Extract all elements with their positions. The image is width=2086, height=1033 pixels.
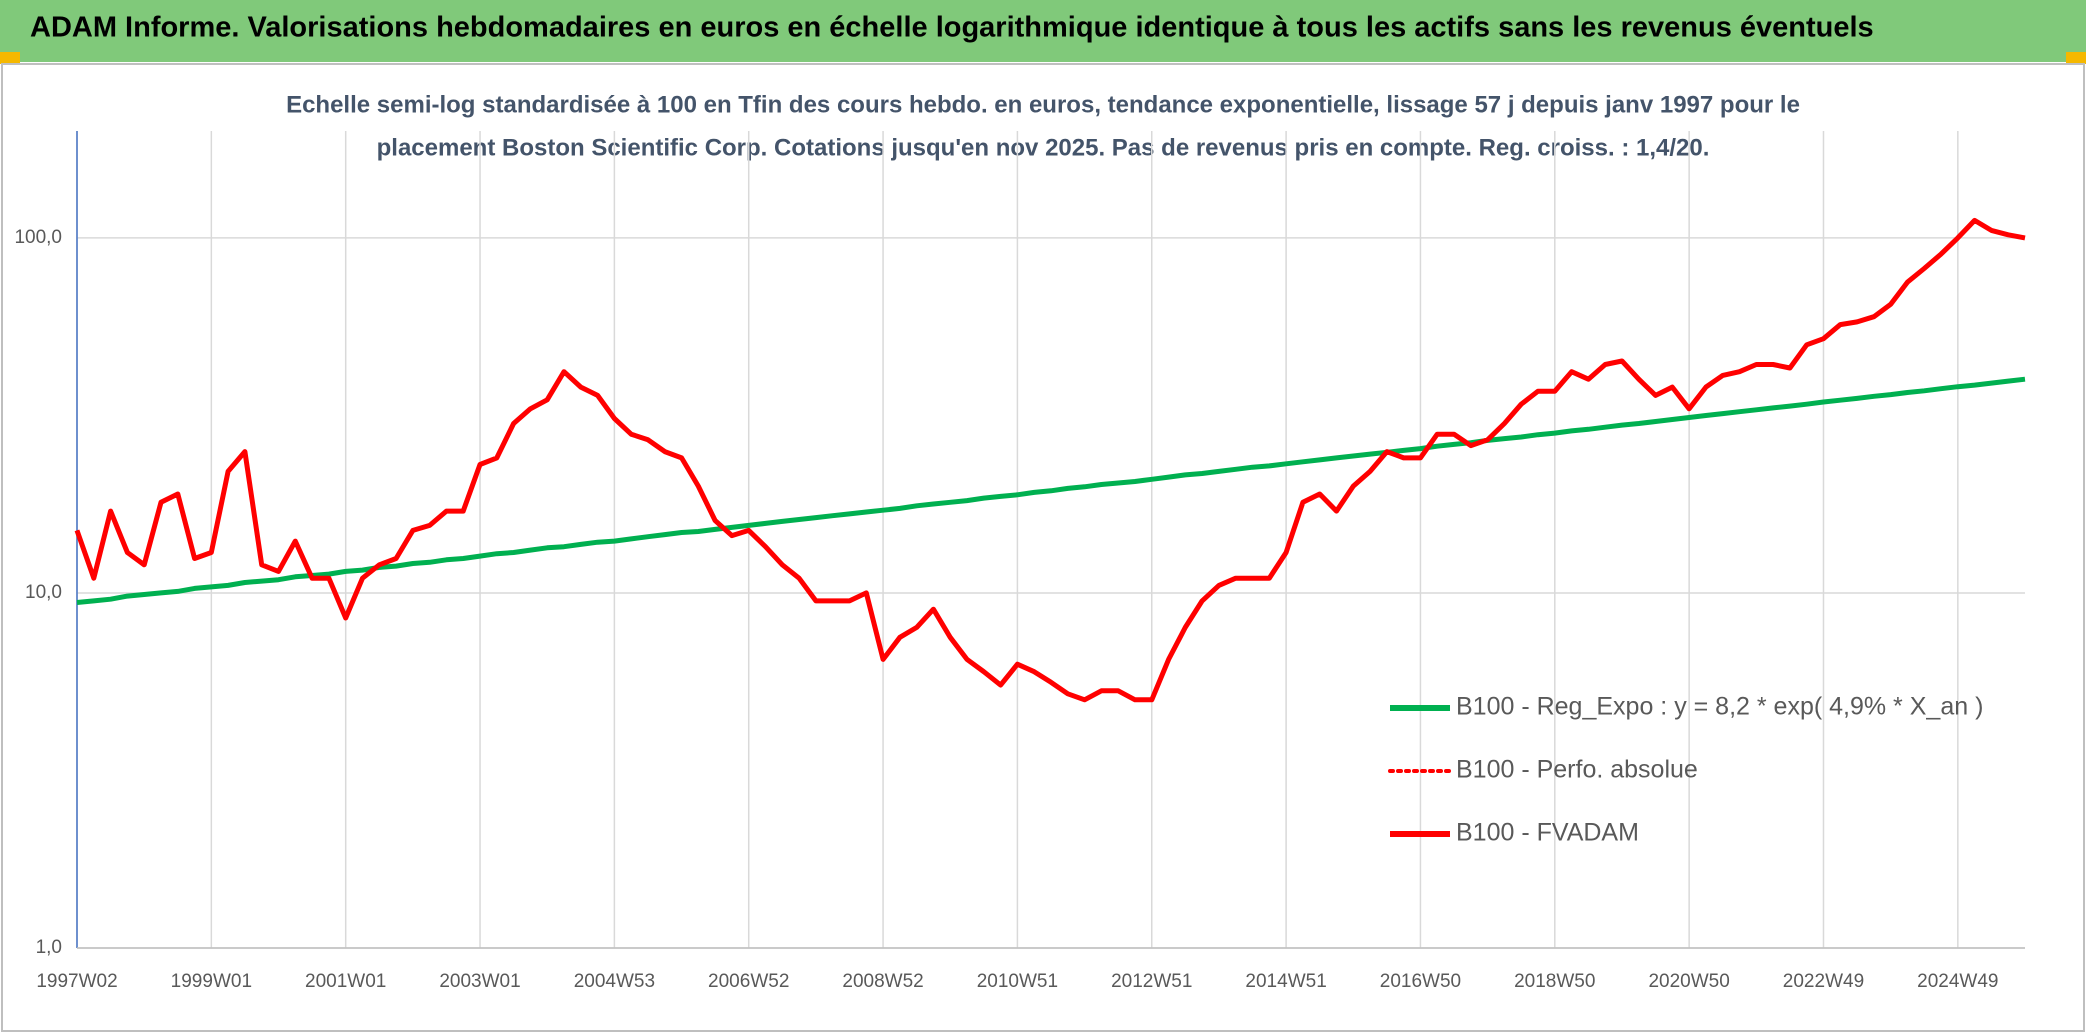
- line-series: [76, 376, 2026, 605]
- x-tick-label: 2008W52: [842, 971, 923, 992]
- x-tick-label: 2014W51: [1245, 971, 1326, 992]
- x-tick-label: 2016W50: [1380, 971, 1461, 992]
- x-tick-label: 2018W50: [1514, 971, 1595, 992]
- chart-title: ADAM Informe. Valorisations hebdomadaire…: [30, 12, 1874, 44]
- y-tick-label: 100,0: [14, 227, 62, 248]
- corner: [0, 52, 20, 64]
- x-tick-label: 2020W50: [1648, 971, 1729, 992]
- x-tick-label: 2001W01: [305, 971, 386, 992]
- x-tick-label: 2022W49: [1783, 971, 1864, 992]
- x-tick-label: 2006W52: [708, 971, 789, 992]
- x-tick-label: 2012W51: [1111, 971, 1192, 992]
- x-tick-label: 2010W51: [977, 971, 1058, 992]
- subtitle: Echelle semi-log standardisée à 100 en T…: [286, 91, 1800, 118]
- legend-label: B100 - Perfo. absolue: [1456, 756, 1698, 784]
- chart-border: [1, 63, 2085, 1032]
- line-series: [74, 217, 2026, 703]
- corner: [2066, 52, 2086, 64]
- x-tick-label: 2004W53: [574, 971, 655, 992]
- x-tick-label: 2003W01: [439, 971, 520, 992]
- subtitle: placement Boston Scientific Corp. Cotati…: [377, 134, 1710, 161]
- x-tick-label: 1999W01: [171, 971, 252, 992]
- legend-label: B100 - FVADAM: [1456, 819, 1639, 847]
- y-tick-label: 1,0: [36, 937, 62, 958]
- y-tick-label: 10,0: [25, 582, 62, 603]
- legend-label: B100 - Reg_Expo : y = 8,2 * exp( 4,9% * …: [1456, 693, 1983, 721]
- x-tick-label: 1997W02: [36, 971, 117, 992]
- x-tick-label: 2024W49: [1917, 971, 1998, 992]
- header-bar: [0, 0, 2086, 62]
